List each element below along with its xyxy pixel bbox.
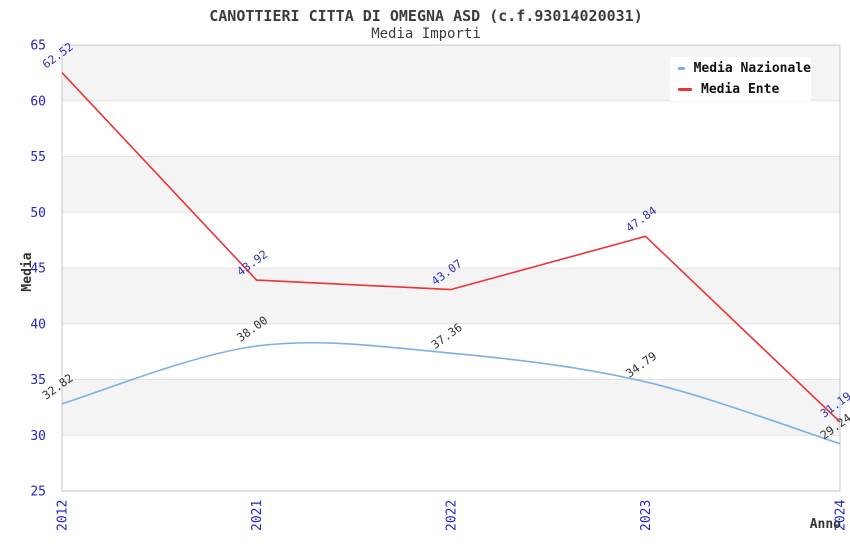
chart-title: CANOTTIERI CITTA DI OMEGNA ASD (c.f.9301…	[209, 7, 643, 25]
y-tick-label: 35	[30, 373, 46, 388]
legend-swatch-media-nazionale	[678, 67, 685, 70]
x-tick-label: 2023	[639, 500, 654, 531]
x-tick-label: 2012	[56, 500, 71, 531]
y-tick-label: 40	[30, 317, 46, 332]
plot-band	[62, 379, 840, 436]
y-tick-label: 65	[30, 39, 46, 54]
legend-label-media-nazionale: Media Nazionale	[693, 61, 811, 76]
y-tick-label: 50	[30, 206, 46, 221]
legend-item-media-nazionale: Media Nazionale	[678, 60, 811, 77]
plot-band	[62, 212, 840, 268]
series-line-media-nazionale	[61, 341, 841, 445]
legend-label-media-ente: Media Ente	[701, 82, 780, 97]
plot-border	[61, 44, 841, 492]
plot-band	[62, 435, 840, 491]
y-axis-title: Media	[20, 252, 35, 291]
x-axis-title: Anno	[810, 517, 841, 532]
x-tick-label: 2024	[834, 500, 849, 531]
plot-band	[62, 100, 840, 157]
legend-swatch-media-ente	[678, 88, 692, 91]
legend: Media Nazionale Media Ente	[670, 57, 811, 101]
y-tick-label: 55	[30, 150, 46, 165]
x-tick-label: 2022	[445, 500, 460, 531]
y-tick-label: 30	[30, 429, 46, 444]
legend-item-media-ente: Media Ente	[678, 81, 811, 98]
chart-subtitle: Media Importi	[371, 26, 481, 42]
y-tick-label: 60	[30, 94, 46, 109]
series-line-media-ente	[61, 72, 841, 423]
plot-band	[62, 268, 840, 324]
plot-band	[62, 156, 840, 213]
y-tick-label: 45	[30, 262, 46, 277]
y-tick-label: 25	[30, 485, 46, 500]
plot-band	[62, 323, 840, 380]
x-tick-label: 2021	[250, 500, 265, 531]
